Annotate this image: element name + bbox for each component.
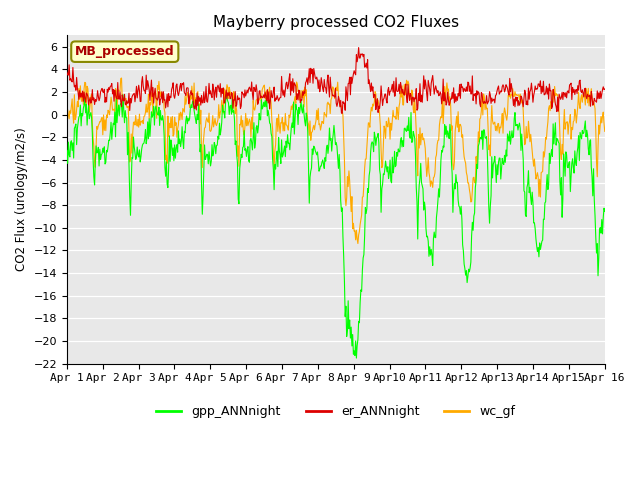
- Text: MB_processed: MB_processed: [75, 45, 175, 58]
- Title: Mayberry processed CO2 Fluxes: Mayberry processed CO2 Fluxes: [212, 15, 459, 30]
- Legend: gpp_ANNnight, er_ANNnight, wc_gf: gpp_ANNnight, er_ANNnight, wc_gf: [152, 400, 520, 423]
- Y-axis label: CO2 Flux (urology/m2/s): CO2 Flux (urology/m2/s): [15, 128, 28, 271]
